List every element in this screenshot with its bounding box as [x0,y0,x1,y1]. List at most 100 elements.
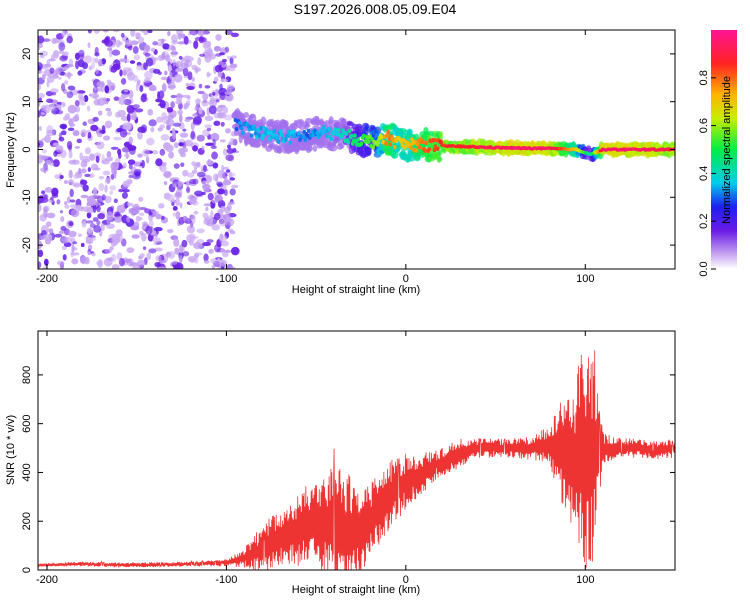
noise-speck [160,134,170,141]
ridge-core-cell [257,133,261,138]
noise-speck [111,49,121,56]
noise-speck [58,50,64,54]
noise-speck [38,35,45,44]
noise-speck [92,116,99,122]
noise-speck [215,88,219,95]
noise-speck [151,210,159,216]
noise-speck [38,157,42,164]
noise-speck [190,235,199,240]
noise-speck [154,232,158,238]
noise-speck [180,247,185,252]
noise-speck [123,67,132,72]
noise-speck [115,157,121,164]
noise-speck [221,251,229,258]
x-tick-label: -100 [215,273,237,285]
noise-speck [93,152,102,158]
noise-speck [224,91,230,95]
noise-speck [157,127,163,132]
noise-speck [86,105,91,112]
noise-speck [150,47,156,52]
colorbar: 0.0 0.2 0.4 0.6 0.8 Normalized spectral ampl… [698,30,737,277]
noise-speck [52,142,60,147]
noise-speck [92,217,99,222]
noise-speck [151,149,159,155]
noise-speck [119,69,123,77]
noise-speck [183,94,191,99]
noise-speck [124,202,128,209]
noise-speck [39,213,47,222]
noise-speck [215,99,220,103]
noise-speck [142,148,150,157]
spectrogram-noise-layer [38,30,240,269]
noise-speck [227,84,235,90]
noise-speck [91,61,96,70]
ridge-core-cell [367,139,371,144]
noise-speck [122,188,130,193]
noise-speck [211,224,221,231]
noise-speck [68,221,74,227]
noise-speck [210,132,220,142]
noise-speck [104,184,108,193]
noise-speck [90,163,99,171]
noise-speck [64,113,71,121]
noise-speck [179,202,183,209]
noise-speck [174,191,182,198]
ridge-core-cell [424,140,428,146]
ridge-core-cell [407,142,412,147]
noise-speck [66,64,74,68]
noise-speck [68,169,73,179]
noise-speck [87,132,92,139]
noise-speck [224,206,231,214]
noise-speck [97,58,103,67]
noise-speck [187,255,197,262]
noise-speck [193,210,199,215]
ridge-core-cell [415,142,420,147]
noise-speck [120,77,127,85]
noise-speck [217,188,225,195]
noise-speck [174,247,180,255]
noise-speck [185,82,190,87]
ridge-core-cell [356,137,360,142]
noise-speck [123,88,129,93]
noise-speck [137,153,143,158]
noise-speck [120,32,125,38]
noise-speck [66,91,74,99]
noise-speck [110,65,118,73]
noise-speck [197,90,205,95]
noise-speck [122,122,132,131]
noise-speck [60,216,65,223]
noise-speck [110,146,119,150]
noise-speck [167,64,172,72]
noise-speck [77,70,83,76]
ridge-core-cell [371,145,375,150]
noise-speck [38,240,43,250]
noise-speck [216,181,223,187]
noise-speck [211,199,219,204]
noise-speck [146,137,155,146]
noise-speck [69,188,74,198]
ridge-core-cell [306,128,311,134]
noise-speck [155,158,163,167]
noise-speck [95,68,99,75]
noise-speck [192,119,202,126]
noise-speck [183,35,189,45]
ridge-core-cell [353,133,357,138]
noise-speck [182,217,189,222]
noise-speck [229,266,236,269]
noise-speck [72,241,78,245]
noise-speck [138,206,148,211]
noise-speck [186,186,191,194]
noise-speck [70,249,74,258]
ridge-halo-cell [437,150,443,156]
noise-speck [147,30,153,34]
snr-series-line [38,350,675,570]
noise-speck [229,63,238,69]
noise-speck [107,47,113,52]
noise-speck [109,185,117,191]
noise-speck [222,148,228,156]
noise-speck [171,127,176,134]
noise-speck [223,78,229,83]
noise-speck [187,71,193,81]
noise-speck [167,114,175,120]
noise-speck [152,237,161,243]
